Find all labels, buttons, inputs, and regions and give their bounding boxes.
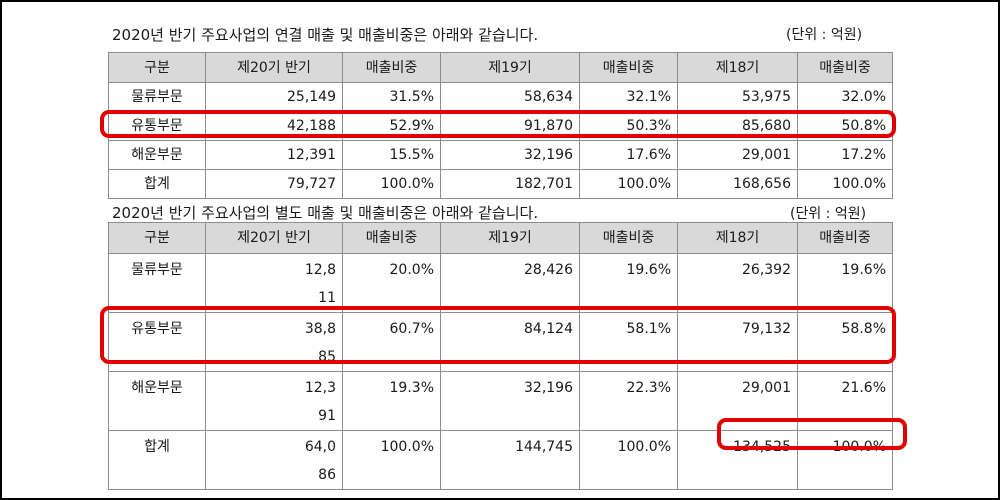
cell-share: 52.9% <box>342 111 441 141</box>
section2-title: 2020년 반기 주요사업의 별도 매출 및 매출비중은 아래와 같습니다. <box>112 204 539 222</box>
cell-value: 58,634 <box>440 82 580 112</box>
cell-value-wrapped: 12,391 <box>205 371 343 431</box>
row-label: 합계 <box>108 430 206 490</box>
header-period-19: 제19기 <box>440 52 580 83</box>
table-row-total: 합계 79,727 100.0% 182,701 100.0% 168,656 … <box>108 169 893 199</box>
cell-share: 100.0% <box>797 430 893 490</box>
consolidated-sales-table: 구분 제20기 반기 매출비중 제19기 매출비중 제18기 매출비중 물류부문… <box>108 52 893 199</box>
cell-share: 50.8% <box>797 111 893 141</box>
cell-share: 20.0% <box>342 253 441 313</box>
cell-share: 60.7% <box>342 312 441 372</box>
cell-value: 25,149 <box>205 82 343 112</box>
cell-value: 79,727 <box>205 169 343 199</box>
cell-share: 15.5% <box>342 140 441 170</box>
separate-sales-table: 구분 제20기 반기 매출비중 제19기 매출비중 제18기 매출비중 물류부문… <box>108 222 893 490</box>
table-row-distribution: 유통부문 42,188 52.9% 91,870 50.3% 85,680 50… <box>108 111 893 141</box>
table-header-row: 구분 제20기 반기 매출비중 제19기 매출비중 제18기 매출비중 <box>108 222 893 254</box>
cell-value-text: 64,086 <box>304 439 336 483</box>
row-label: 물류부문 <box>108 82 206 112</box>
cell-share: 19.6% <box>797 253 893 313</box>
cell-share: 58.8% <box>797 312 893 372</box>
cell-share: 50.3% <box>579 111 678 141</box>
header-share: 매출비중 <box>579 222 678 254</box>
cell-share: 17.6% <box>579 140 678 170</box>
cell-value: 134,525 <box>677 430 798 490</box>
header-category: 구분 <box>108 52 206 83</box>
section1-unit: (단위 : 억원) <box>786 27 863 43</box>
cell-value: 26,392 <box>677 253 798 313</box>
cell-value: 32,196 <box>440 140 580 170</box>
cell-share: 22.3% <box>579 371 678 431</box>
header-period-19: 제19기 <box>440 222 580 254</box>
header-share: 매출비중 <box>797 222 893 254</box>
header-share: 매출비중 <box>342 222 441 254</box>
cell-value: 84,124 <box>440 312 580 372</box>
header-period-18: 제18기 <box>677 52 798 83</box>
cell-value-wrapped: 12,811 <box>205 253 343 313</box>
cell-share: 100.0% <box>797 169 893 199</box>
row-label: 합계 <box>108 169 206 199</box>
header-share: 매출비중 <box>579 52 678 83</box>
section2-unit: (단위 : 억원) <box>790 206 867 222</box>
row-label: 유통부문 <box>108 111 206 141</box>
cell-value-text: 38,885 <box>304 321 336 365</box>
cell-share: 100.0% <box>342 430 441 490</box>
cell-value: 79,132 <box>677 312 798 372</box>
table-row-logistics: 물류부문 12,811 20.0% 28,426 19.6% 26,392 19… <box>108 253 893 313</box>
row-label: 유통부문 <box>108 312 206 372</box>
cell-value-text: 12,391 <box>304 380 336 424</box>
cell-value: 29,001 <box>677 140 798 170</box>
table-row-total: 합계 64,086 100.0% 144,745 100.0% 134,525 … <box>108 430 893 490</box>
cell-share: 32.1% <box>579 82 678 112</box>
cell-share: 17.2% <box>797 140 893 170</box>
cell-share: 100.0% <box>342 169 441 199</box>
cell-share: 100.0% <box>579 430 678 490</box>
cell-value: 42,188 <box>205 111 343 141</box>
header-period-18: 제18기 <box>677 222 798 254</box>
row-label: 물류부문 <box>108 253 206 313</box>
header-share: 매출비중 <box>342 52 441 83</box>
cell-share: 58.1% <box>579 312 678 372</box>
row-label: 해운부문 <box>108 371 206 431</box>
table-row-shipping: 해운부문 12,391 15.5% 32,196 17.6% 29,001 17… <box>108 140 893 170</box>
header-category: 구분 <box>108 222 206 254</box>
cell-value: 32,196 <box>440 371 580 431</box>
cell-share: 32.0% <box>797 82 893 112</box>
cell-value: 182,701 <box>440 169 580 199</box>
cell-value-text: 12,811 <box>304 262 336 306</box>
table-row-distribution: 유통부문 38,885 60.7% 84,124 58.1% 79,132 58… <box>108 312 893 372</box>
cell-value-wrapped: 38,885 <box>205 312 343 372</box>
cell-value: 91,870 <box>440 111 580 141</box>
header-period-20-half: 제20기 반기 <box>205 52 343 83</box>
cell-share: 21.6% <box>797 371 893 431</box>
cell-share: 100.0% <box>579 169 678 199</box>
cell-value: 28,426 <box>440 253 580 313</box>
table-row-shipping: 해운부문 12,391 19.3% 32,196 22.3% 29,001 21… <box>108 371 893 431</box>
table-header-row: 구분 제20기 반기 매출비중 제19기 매출비중 제18기 매출비중 <box>108 52 893 83</box>
cell-value: 85,680 <box>677 111 798 141</box>
cell-share: 19.6% <box>579 253 678 313</box>
table-row-logistics: 물류부문 25,149 31.5% 58,634 32.1% 53,975 32… <box>108 82 893 112</box>
section1-title: 2020년 반기 주요사업의 연결 매출 및 매출비중은 아래와 같습니다. <box>112 26 539 44</box>
cell-value: 144,745 <box>440 430 580 490</box>
header-share: 매출비중 <box>797 52 893 83</box>
row-label: 해운부문 <box>108 140 206 170</box>
cell-value: 53,975 <box>677 82 798 112</box>
cell-value: 29,001 <box>677 371 798 431</box>
cell-share: 31.5% <box>342 82 441 112</box>
header-period-20-half: 제20기 반기 <box>205 222 343 254</box>
cell-share: 19.3% <box>342 371 441 431</box>
cell-value: 12,391 <box>205 140 343 170</box>
cell-value-wrapped: 64,086 <box>205 430 343 490</box>
cell-value: 168,656 <box>677 169 798 199</box>
